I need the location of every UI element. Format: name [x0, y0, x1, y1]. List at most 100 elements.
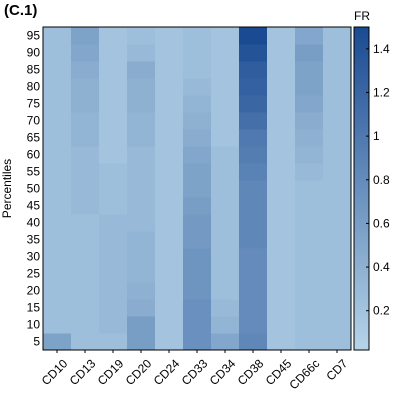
heatmap-cell	[99, 333, 128, 351]
heatmap-cell	[239, 333, 268, 351]
heatmap-cell	[99, 163, 128, 181]
colorbar-tick-label: 0.2	[373, 304, 390, 318]
heatmap-cell	[155, 27, 184, 45]
heatmap-cell	[43, 61, 72, 79]
heatmap-cell	[267, 248, 296, 266]
x-tick-label: CD19	[95, 356, 127, 388]
heatmap-cell	[155, 163, 184, 181]
heatmap-cell	[267, 316, 296, 334]
heatmap-cell	[43, 112, 72, 130]
y-tick-label: 40	[27, 216, 41, 230]
heatmap-cell	[183, 299, 212, 317]
heatmap-cell	[267, 214, 296, 232]
heatmap-cell	[323, 61, 352, 79]
heatmap-cell	[155, 61, 184, 79]
heatmap-cell	[183, 163, 212, 181]
heatmap-cell	[127, 231, 156, 249]
heatmap-cell	[211, 282, 240, 300]
heatmap-cell	[239, 163, 268, 181]
heatmap-cell	[267, 231, 296, 249]
panel-label: (C.1)	[4, 2, 38, 19]
heatmap-cell	[323, 180, 352, 198]
x-tick-label: CD66c	[287, 356, 323, 392]
heatmap-cell	[239, 95, 268, 113]
heatmap-cell	[239, 61, 268, 79]
heatmap-cell	[99, 129, 128, 147]
y-tick-label: 75	[27, 97, 41, 111]
heatmap-cell	[43, 197, 72, 215]
heatmap-cell	[211, 197, 240, 215]
heatmap-cell	[43, 282, 72, 300]
y-axis-title: Percentiles	[0, 159, 14, 218]
heatmap-cell	[295, 248, 324, 266]
heatmap-cell	[71, 316, 100, 334]
heatmap-cell	[71, 282, 100, 300]
heatmap-cell	[155, 231, 184, 249]
heatmap-cell	[71, 78, 100, 96]
heatmap-cell	[71, 44, 100, 62]
heatmap-cell	[155, 146, 184, 164]
heatmap-cell	[127, 197, 156, 215]
heatmap-cell	[211, 44, 240, 62]
heatmap-cell	[211, 333, 240, 351]
heatmap-cell	[127, 129, 156, 147]
heatmap-cell	[183, 112, 212, 130]
heatmap-cell	[211, 265, 240, 283]
heatmap-cell	[127, 299, 156, 317]
heatmap-cell	[183, 248, 212, 266]
x-tick-label: CD7	[323, 356, 350, 383]
heatmap-cell	[295, 197, 324, 215]
heatmap-cell	[183, 44, 212, 62]
heatmap-cell	[323, 27, 352, 45]
heatmap-cell	[43, 44, 72, 62]
heatmap-cell	[239, 299, 268, 317]
heatmap-cell	[71, 231, 100, 249]
y-tick-label: 15	[27, 301, 41, 315]
heatmap-cell	[71, 265, 100, 283]
heatmap-cell	[295, 129, 324, 147]
heatmap-cell	[43, 27, 72, 45]
heatmap-cell	[155, 282, 184, 300]
heatmap-cell	[127, 27, 156, 45]
heatmap-cell	[127, 44, 156, 62]
y-tick-label: 55	[27, 165, 41, 179]
heatmap-cell	[323, 197, 352, 215]
x-tick-label: CD13	[67, 356, 99, 388]
heatmap-cell	[127, 282, 156, 300]
heatmap-cell	[295, 180, 324, 198]
heatmap-cell	[71, 248, 100, 266]
heatmap-cell	[295, 78, 324, 96]
y-tick-label: 70	[27, 114, 41, 128]
heatmap-cell	[127, 112, 156, 130]
colorbar	[353, 26, 370, 351]
heatmap-cell	[267, 333, 296, 351]
heatmap-cell	[43, 163, 72, 181]
heatmap-cell	[43, 214, 72, 232]
heatmap-cell	[239, 44, 268, 62]
heatmap-cell	[71, 61, 100, 79]
heatmap-cell	[155, 197, 184, 215]
heatmap-cell	[323, 78, 352, 96]
heatmap-cell	[155, 112, 184, 130]
heatmap-cell	[99, 95, 128, 113]
y-tick-label: 80	[27, 80, 41, 94]
heatmap-cell	[43, 299, 72, 317]
y-tick-label: 5	[33, 335, 40, 349]
heatmap-cell	[295, 333, 324, 351]
heatmap-cell	[267, 78, 296, 96]
heatmap-cell	[71, 95, 100, 113]
x-tick-label: CD33	[179, 356, 211, 388]
heatmap-cell	[71, 112, 100, 130]
heatmap-cell	[323, 163, 352, 181]
heatmap-cell	[211, 163, 240, 181]
heatmap-cell	[127, 265, 156, 283]
heatmap-cell	[211, 248, 240, 266]
heatmap-cell	[323, 231, 352, 249]
heatmap-cell	[71, 27, 100, 45]
heatmap-cell	[43, 265, 72, 283]
heatmap-cell	[267, 265, 296, 283]
heatmap-cell	[99, 265, 128, 283]
heatmap-cell	[43, 180, 72, 198]
heatmap-cell	[127, 163, 156, 181]
